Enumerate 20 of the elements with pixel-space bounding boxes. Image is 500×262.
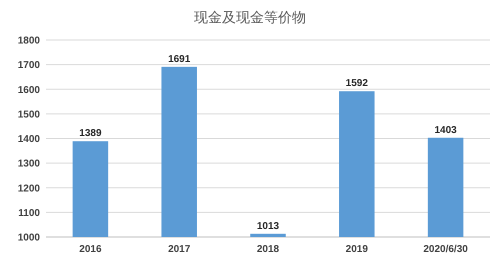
y-tick-label: 1000 [18, 232, 40, 244]
x-tick-label: 2017 [168, 244, 191, 255]
x-tick-label: 2018 [256, 244, 280, 255]
x-tick-label: 2019 [346, 244, 368, 255]
data-label: 1389 [79, 128, 102, 140]
x-tick-label: 2020/6/30 [423, 244, 468, 255]
y-tick-label: 1500 [18, 109, 40, 120]
data-label: 1691 [168, 54, 191, 65]
y-tick-label: 1400 [18, 134, 40, 145]
y-tick-label: 1700 [18, 60, 40, 72]
data-label: 1013 [256, 220, 280, 232]
x-tick-label: 2016 [79, 244, 102, 255]
chart-title: 现金及现金等价物 [194, 9, 306, 25]
y-tick-label: 1200 [18, 183, 40, 194]
data-label: 1592 [346, 78, 368, 90]
y-tick-label: 1300 [18, 158, 40, 170]
y-tick-label: 1800 [18, 36, 40, 46]
data-label: 1403 [434, 124, 458, 136]
y-tick-label: 1100 [18, 208, 40, 219]
y-tick-label: 1600 [18, 84, 40, 96]
